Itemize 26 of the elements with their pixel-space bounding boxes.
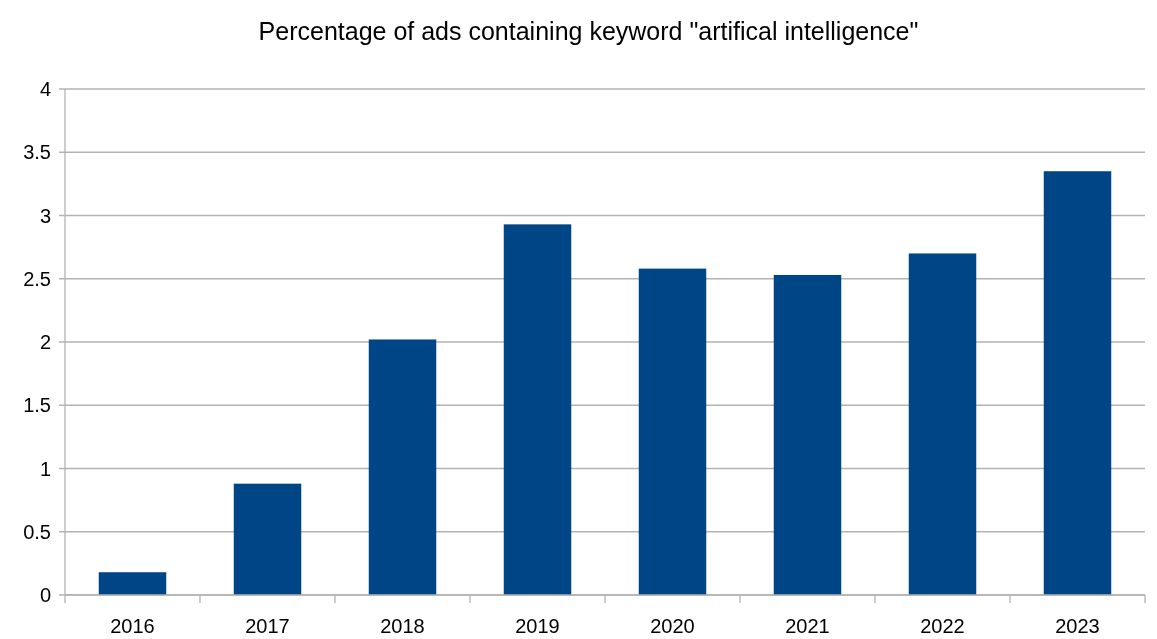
x-tick-label: 2020 [650, 615, 695, 637]
bar [98, 572, 167, 595]
bar [908, 253, 977, 595]
x-tick-label: 2021 [785, 615, 830, 637]
y-tick-label: 1 [39, 457, 51, 480]
chart-title: Percentage of ads containing keyword "artifical intelligence" [258, 17, 919, 45]
y-tick-label: 3 [39, 204, 51, 227]
bar [368, 339, 437, 595]
bar [503, 224, 572, 595]
bar [638, 268, 707, 595]
x-tick-label: 2018 [380, 615, 425, 637]
x-tick-label: 2022 [920, 615, 965, 637]
y-tick-label: 0.5 [23, 520, 51, 543]
y-tick-label: 2 [39, 331, 51, 353]
y-tick-label: 2.5 [23, 267, 51, 290]
x-tick-label: 2023 [1055, 615, 1100, 637]
y-tick-label: 4 [39, 78, 51, 100]
bar [1043, 171, 1112, 595]
x-tick-label: 2016 [110, 615, 155, 637]
bar [773, 274, 842, 595]
y-tick-label: 1.5 [23, 394, 51, 417]
y-tick-label: 0 [39, 584, 51, 606]
x-tick-label: 2019 [515, 615, 560, 637]
bar [233, 483, 302, 595]
x-tick-label: 2017 [245, 615, 290, 637]
y-tick-label: 3.5 [23, 141, 51, 164]
